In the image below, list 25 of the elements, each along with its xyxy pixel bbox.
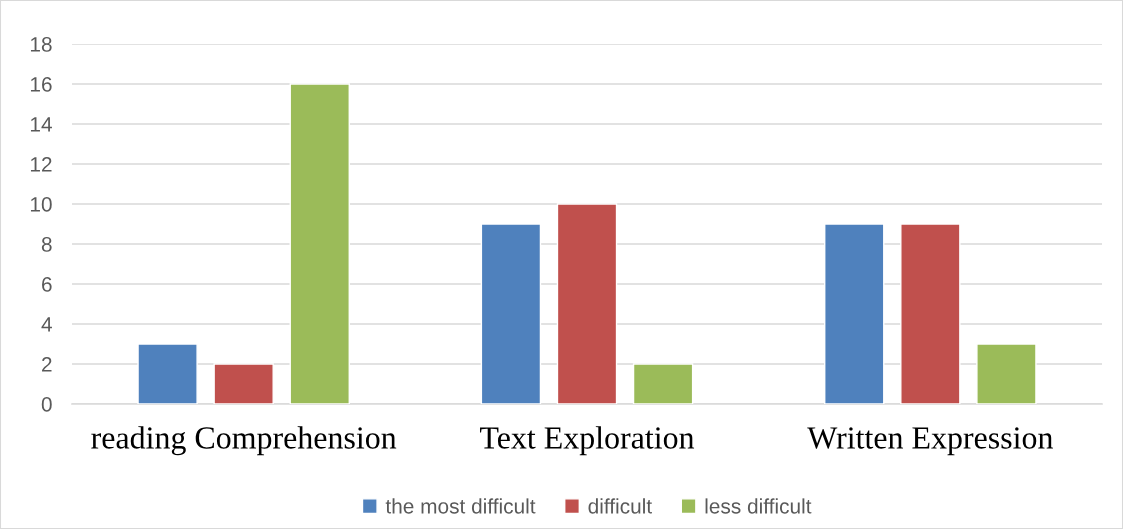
bar (137, 343, 198, 404)
y-tick-label: 18 (30, 37, 52, 52)
y-tick-label: 8 (41, 237, 52, 252)
bar (900, 223, 961, 404)
bar (289, 83, 350, 404)
bar (632, 363, 694, 404)
y-tick-label: 12 (30, 157, 52, 172)
x-tick-label: reading Comprehension (91, 426, 397, 456)
legend-label: less difficult (705, 498, 812, 514)
bar (213, 363, 274, 404)
y-tick-label: 0 (41, 397, 52, 412)
bar (824, 223, 885, 404)
y-tick-label: 6 (42, 277, 52, 292)
y-tick-label: 4 (41, 317, 52, 332)
legend-label: difficult (588, 498, 652, 514)
bar (480, 223, 542, 404)
y-tick-label: 16 (30, 77, 52, 92)
bar (976, 343, 1037, 404)
y-tick-label: 2 (42, 357, 52, 372)
legend-label: the most difficult (385, 498, 536, 514)
x-tick-label: Text Exploration (480, 426, 695, 456)
y-tick-label: 10 (30, 197, 52, 212)
x-tick-label: Written Expression (807, 427, 1053, 456)
y-tick-label: 14 (30, 117, 52, 132)
bar (556, 203, 618, 404)
